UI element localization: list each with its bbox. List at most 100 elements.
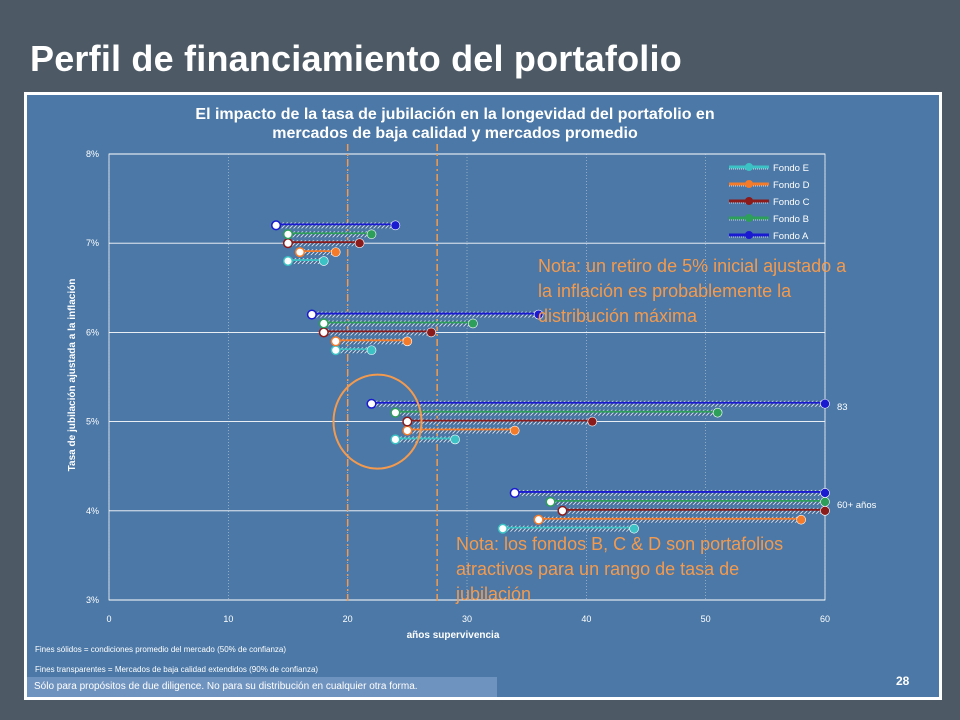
chart-title-line: mercados de baja calidad y mercados prom… — [272, 125, 638, 142]
legend-marker — [745, 214, 753, 222]
legend-label: Fondo D — [773, 180, 810, 191]
x-axis-title: años supervivencia — [407, 630, 500, 641]
average-end-point — [366, 345, 377, 356]
y-tick-label: 5% — [86, 417, 99, 427]
legend-marker — [745, 197, 753, 205]
note-bottom-line: atractivos para un rango de tasa de — [456, 559, 739, 579]
x-tick-label: 60 — [820, 614, 830, 624]
low-end-point — [390, 407, 401, 418]
low-end-point — [282, 255, 294, 267]
range-bar-hatch — [371, 400, 825, 407]
low-end-point — [306, 309, 317, 320]
average-end-point — [509, 425, 520, 436]
range-bar-hatch — [514, 489, 825, 496]
footnote-solid-ends: Fines sólidos = condiciones promedio del… — [35, 645, 286, 654]
note-top-line: distribución máxima — [538, 306, 698, 326]
note-top-line: Nota: un retiro de 5% inicial ajustado a — [538, 256, 847, 276]
range-bar-hatch — [335, 347, 372, 354]
footnote-transparent-ends: Fines transparentes = Mercados de baja c… — [35, 665, 318, 674]
x-tick-label: 40 — [581, 614, 591, 624]
average-end-point — [318, 256, 329, 266]
range-bar-hatch — [276, 222, 396, 229]
low-end-point — [402, 425, 413, 436]
average-end-point — [533, 309, 544, 320]
average-end-point — [820, 505, 830, 516]
chart-panel: El impacto de la tasa de jubilación en l… — [24, 92, 942, 700]
low-end-point — [318, 318, 329, 329]
range-bar-hatch — [395, 436, 456, 443]
page-number: 28 — [896, 674, 910, 688]
average-end-point — [330, 247, 341, 257]
low-end-point — [271, 220, 282, 231]
range-bar-hatch — [502, 525, 635, 532]
y-tick-label: 7% — [86, 238, 99, 248]
average-end-point — [402, 336, 413, 347]
chart-title-line: El impacto de la tasa de jubilación en l… — [195, 106, 714, 123]
range-bar-hatch — [395, 409, 718, 416]
average-end-point — [426, 327, 437, 338]
low-end-point — [402, 416, 413, 427]
x-tick-label: 20 — [343, 614, 353, 624]
low-end-point — [557, 505, 568, 516]
average-end-point — [820, 488, 830, 498]
low-end-point — [330, 336, 341, 347]
low-end-point — [366, 398, 377, 409]
range-bar-hatch — [299, 249, 336, 256]
average-end-point — [587, 416, 598, 427]
average-end-point — [468, 318, 478, 329]
legend-marker — [745, 180, 753, 188]
range-bar-hatch — [550, 498, 825, 505]
low-end-point — [533, 514, 544, 525]
y-tick-label: 3% — [86, 595, 99, 605]
legend-label: Fondo E — [773, 163, 809, 174]
average-end-point — [796, 514, 806, 525]
average-end-point — [820, 497, 830, 507]
range-bar-hatch — [311, 311, 539, 318]
chart-annotation: 83 — [837, 402, 848, 413]
y-tick-label: 4% — [86, 506, 99, 516]
note-bottom-line: jubilación — [455, 584, 531, 604]
range-bar-hatch — [562, 507, 825, 514]
highlight-circle — [332, 373, 423, 470]
note-top-line: la inflación es probablemente la — [538, 281, 792, 301]
range-bar-hatch — [288, 240, 360, 247]
x-tick-label: 30 — [462, 614, 472, 624]
low-end-point — [294, 247, 305, 258]
y-tick-label: 6% — [86, 327, 99, 337]
range-bar-hatch — [538, 516, 802, 523]
low-end-point — [330, 345, 341, 356]
average-end-point — [354, 238, 365, 248]
legend-label: Fondo B — [773, 214, 809, 225]
y-tick-label: 8% — [86, 149, 99, 159]
range-bar-hatch — [323, 320, 473, 327]
average-end-point — [390, 220, 401, 231]
x-tick-label: 50 — [701, 614, 711, 624]
low-end-point — [282, 238, 294, 249]
x-tick-label: 0 — [106, 614, 111, 624]
slide-title: Perfil de financiamiento del portafolio — [30, 38, 682, 79]
range-bar-hatch — [407, 427, 515, 434]
range-bar-hatch — [407, 418, 593, 425]
y-axis-title: Tasa de jubilación ajustada a la inflaci… — [67, 279, 78, 472]
chart: El impacto de la tasa de jubilación en l… — [35, 106, 877, 674]
range-bar-hatch — [335, 338, 408, 345]
average-end-point — [366, 229, 377, 240]
x-tick-label: 10 — [223, 614, 233, 624]
low-end-point — [497, 523, 508, 534]
low-end-point — [509, 487, 520, 499]
range-bar-hatch — [323, 329, 432, 336]
average-end-point — [629, 523, 639, 534]
chart-annotation: 60+ años — [837, 500, 877, 511]
legend-label: Fondo A — [773, 231, 809, 242]
average-end-point — [712, 407, 723, 418]
average-end-point — [820, 398, 830, 409]
low-end-point — [318, 327, 329, 338]
average-end-point — [450, 434, 460, 445]
legend-marker — [745, 231, 753, 239]
range-bar-hatch — [288, 258, 324, 265]
low-end-point — [390, 434, 401, 445]
legend-marker — [745, 163, 753, 171]
range-bar-hatch — [288, 231, 372, 238]
disclaimer: Sólo para propósitos de due diligence. N… — [27, 677, 497, 697]
legend-label: Fondo C — [773, 197, 810, 208]
